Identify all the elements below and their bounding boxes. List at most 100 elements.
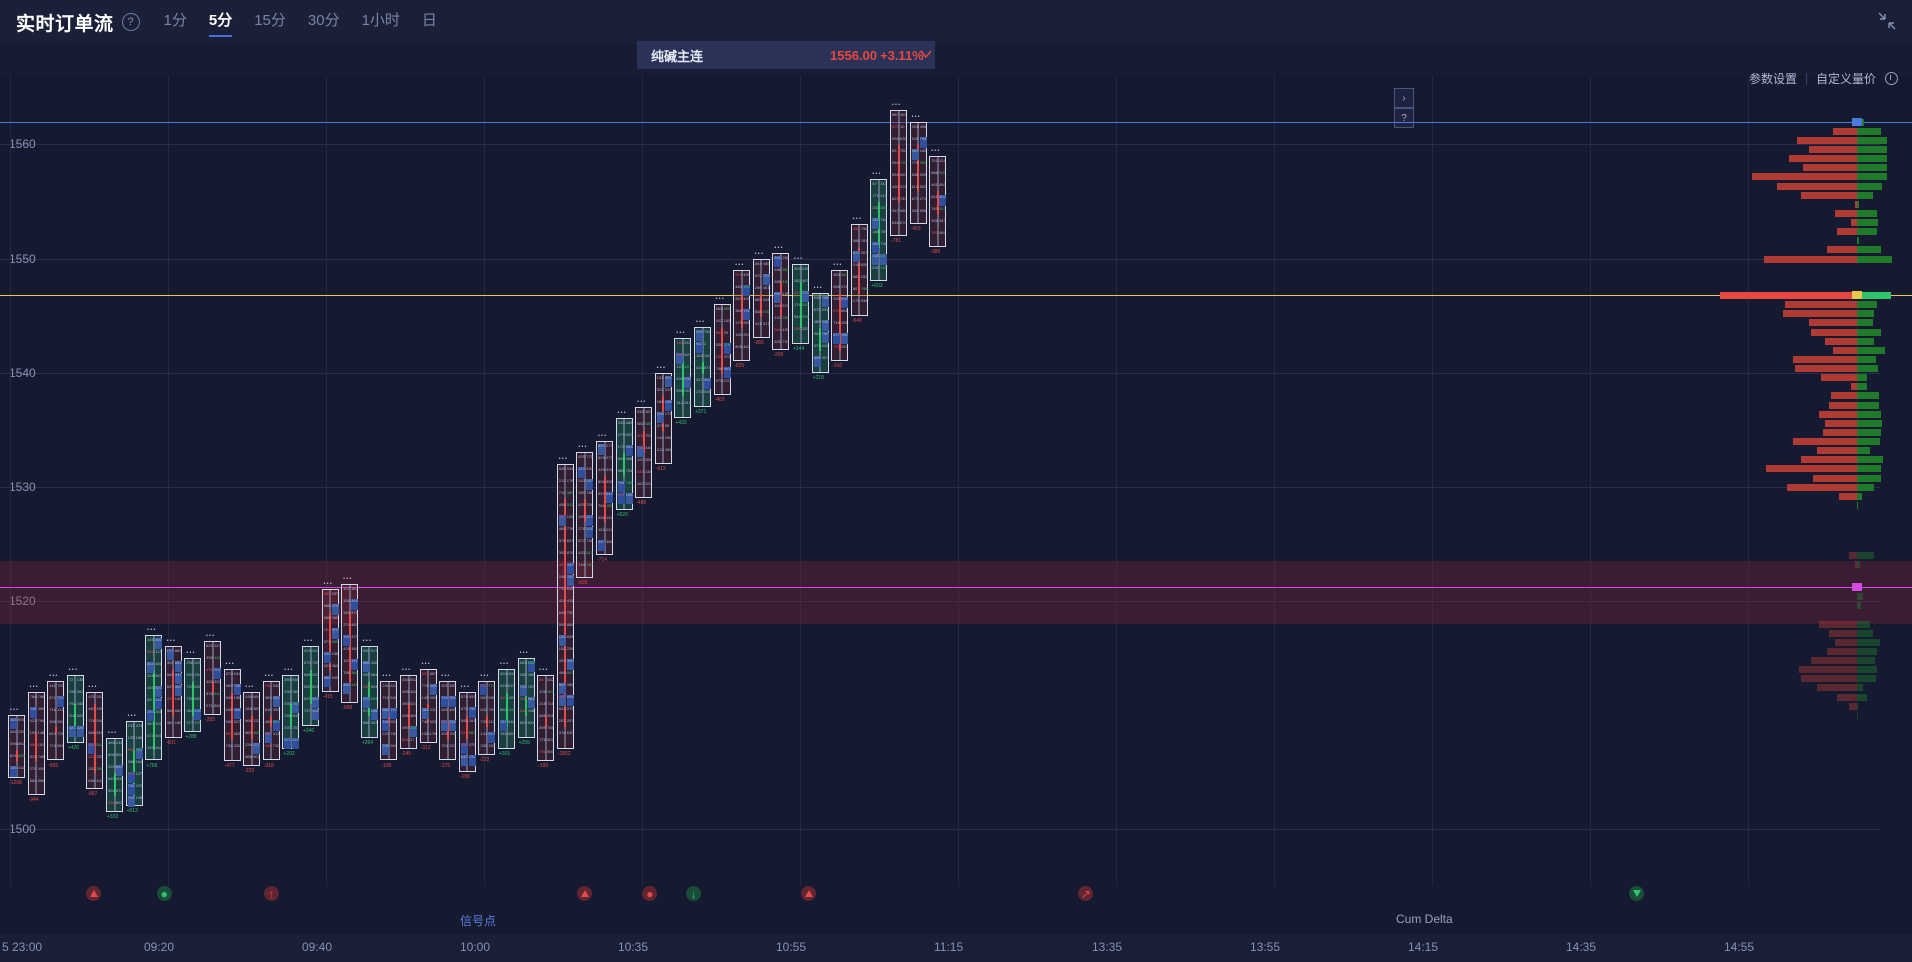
footprint-candle[interactable]: 14137976 8717732671631116 39065344 8194728 7… [47,680,65,761]
footprint-candle[interactable]: 31638026 36864625 39095278 40684660 49011198… [400,674,417,750]
footprint-candle[interactable]: 3212800 7494355548154506 8971318049257854 7… [439,680,457,761]
footprint-candle[interactable]: 42932678 48751500 7282540 8888518 33825426 21… [86,692,104,790]
footprint-candle[interactable]: 5761435344021548267540993884751517926511… [733,269,751,362]
footprint-cell: 2067 [754,285,762,290]
timeframe-tab-2[interactable]: 15分 [254,12,286,29]
signal-row[interactable]: ● ↑ ● ↓ ↗ [0,880,1912,908]
signal-marker-triangle-up[interactable] [86,886,102,901]
volume-profile-sell-bar [1820,374,1858,382]
timeframe-tab-3[interactable]: 30分 [307,12,340,29]
footprint-cell: 3176 [762,321,770,326]
candle-body-bar [917,145,920,192]
footprint-candle[interactable]: 3651840 69892764 228539667386619 71842513 67… [831,269,849,362]
footprint-delta-label: -2802 [557,751,571,758]
help-icon[interactable]: ? [121,13,140,31]
footprint-delta-label: +520 [616,511,628,518]
timeframe-tab-1[interactable]: 5分 [208,9,233,37]
footprint-candle[interactable]: 89478588 53953657 905369922658456 4010253 67… [282,674,300,750]
footprint-cell: 4434 [637,469,644,474]
footprint-candle[interactable]: 57105936 6755790854582619 5375637 42953794 6… [458,692,476,772]
y-axis-tick-1: 1550 [9,251,36,266]
footprint-candle[interactable]: 53685343 21241764 7103892 49885124 42751282 4… [556,463,574,750]
signal-marker-triangle-up[interactable] [577,886,593,901]
footprint-candle[interactable]: 74085300 3698202961813598 4505809366593112… [262,680,280,761]
footprint-candle[interactable]: 67205416 6830706084051568 5455466554036278… [223,669,241,761]
custom-volume-price-button[interactable]: 自定义量价 [1815,72,1876,86]
footprint-candle[interactable]: 3033235 26204037 4123774317412434 54443066 1… [792,264,809,345]
footprint-candle[interactable]: 89494565 5721793520674611 88543442 83802166… [752,258,770,339]
footprint-candle[interactable]: 1452450055381136 81424869 52885031 44505732… [145,635,163,761]
timeframe-tab-5[interactable]: 日 [421,12,437,29]
footprint-candle[interactable]: 46662481 8361854 2205852364534087 9026720 76… [106,737,123,812]
footprint-candle[interactable]: 2428476 71518468 8665791416825075 22317898 2… [380,680,398,761]
info-circle-icon[interactable] [1885,72,1898,85]
signal-marker-circle-up[interactable]: ● [156,886,172,901]
footprint-candle[interactable]: 845329 10623045 21887180 68532911 89917685 77… [537,674,555,761]
timeframe-tab-0[interactable]: 1分 [163,12,187,29]
footprint-candle[interactable]: 45617960 56687818 67122676 31908288 68211530… [850,224,868,316]
footprint-candle[interactable]: 10773878 3263448634925702 27434655 1924473 4… [341,583,359,704]
footprint-candle[interactable]: 86088592 41271835 894129 5392276915054721 74… [713,304,731,396]
footprint-cell: 852 [774,291,782,303]
settings-button[interactable]: 参数设置 [1748,72,1797,86]
timeframe-tab-4[interactable]: 1小时 [361,12,400,29]
footprint-candle[interactable]: 38528373 568237935895360 2649372857185501 2… [321,589,339,693]
volume-profile-row [1716,118,1912,126]
footprint-cell: 6720 [225,672,233,677]
signal-marker-arrow-down[interactable]: ↓ [686,886,702,901]
signal-marker-arrow-up[interactable]: ↑ [263,886,279,901]
footprint-cell: 3931 [558,550,566,555]
help-button[interactable]: ? [1394,108,1414,128]
footprint-cell: 3057 [166,661,174,666]
footprint-cell: 854 [116,752,123,757]
footprint-cell: 4460 [264,743,272,748]
footprint-candle[interactable]: 6244408 51506151 10701993 68201988 1875489 18… [498,669,515,750]
footprint-candle[interactable]: 83747742 5878599 6028794 73952105 1418746335… [478,680,496,755]
footprint-cell: 3906 [49,719,56,724]
footprint-candle[interactable]: 13194015223131 1830189011601724 472355 1498… [654,372,672,464]
signal-marker-circle-dot[interactable]: ● [642,886,658,901]
footprint-candle[interactable]: 81543636 5825860 50517970 11154465 15765589 4… [635,406,653,499]
footprint-candle[interactable]: 84642683 48688619 65881335 8521951 46166751 1… [772,252,790,350]
footprint-cell: 7912 [539,749,546,754]
footprint-candle[interactable]: 88764546 571610 53958380 637609 25471765 6547… [890,110,907,236]
footprint-candle[interactable]: 3231867 774924301459909 28323118 74676238 12… [419,669,437,744]
signal-marker-triangle-down[interactable] [1629,886,1645,901]
signal-marker-triangle-up[interactable] [801,886,817,901]
volume-profile-row [1716,337,1912,345]
footprint-cell: 8229 [547,737,554,742]
footprint-candle[interactable]: 53676176 69824380 43035645 19856045 2705894 3… [360,646,378,738]
expand-panel-button[interactable]: › [1394,88,1414,108]
footprint-cell: 4989 [919,124,927,129]
footprint-candle[interactable]: 82587759 4195346 5319557435517880 82577008 4… [576,452,594,578]
collapse-arrows-icon[interactable] [1876,10,1898,32]
footprint-candle[interactable]: 36575916 48112390 39628623 89146934 16554118 [8,714,25,778]
footprint-candle[interactable]: 29154989 5183798242931825 77303917 8361500 1… [909,121,927,225]
chevron-down-icon[interactable] [920,50,932,59]
orderflow-chart[interactable]: 1560155015401530152015003657591648112390… [0,76,1912,886]
footprint-cell: 3719 [253,743,261,755]
volume-profile-sell-bar [1800,191,1858,199]
footprint-candle[interactable]: 18138973 67858292 12744243 400238989995536 3… [674,338,692,419]
footprint-candle[interactable]: 62101476 33971412 4708702542063020 57814425… [204,640,221,715]
footprint-candle[interactable]: 78487961 24524503 52747946 19411486 89621016… [27,692,45,795]
footprint-candle[interactable]: 89332737 69312736 4493317 89105083 597954107… [596,441,613,556]
footprint-candle[interactable]: 23174795 13551861 530538733801648 57281270 7… [125,720,143,807]
footprint-candle[interactable]: 5390748487035316 48092403354575937446421 6… [811,292,829,373]
footprint-candle[interactable]: 43516849 28413802 66671323 86984682 23493719… [243,692,261,767]
symbol-chip[interactable]: 纯碱主连 1556.00 +3.11% [637,41,935,69]
footprint-candle[interactable]: 17768624 305785158943476375822720441455 56… [164,646,182,738]
footprint-candle[interactable]: 6676688025813656 74357873 2658863044844367… [517,657,535,738]
signal-marker-arrow-slash[interactable]: ↗ [1078,886,1094,901]
footprint-candle[interactable]: 53226822 27356578 173465186331660 88947538 7… [615,418,633,510]
footprint-candle[interactable]: 41951046 67067955 68602336 55075217 59732267… [302,646,319,727]
footprint-candle[interactable]: 70105181 88635377 46126539 8416804745614 305… [929,155,947,248]
volume-profile-buy-bar [1857,328,1881,336]
